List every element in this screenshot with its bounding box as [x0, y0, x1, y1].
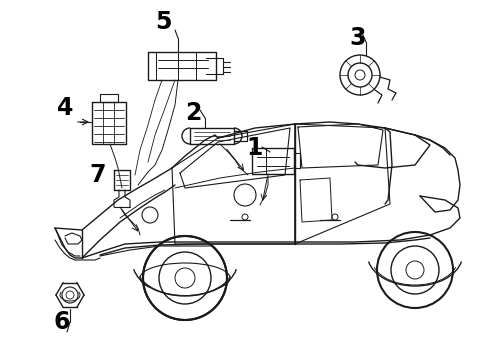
- Text: 1: 1: [247, 136, 263, 160]
- Text: 2: 2: [185, 101, 201, 125]
- Text: 3: 3: [350, 26, 366, 50]
- Text: 6: 6: [54, 310, 70, 334]
- Text: 5: 5: [155, 10, 171, 34]
- Text: 7: 7: [90, 163, 106, 187]
- Text: 4: 4: [57, 96, 73, 120]
